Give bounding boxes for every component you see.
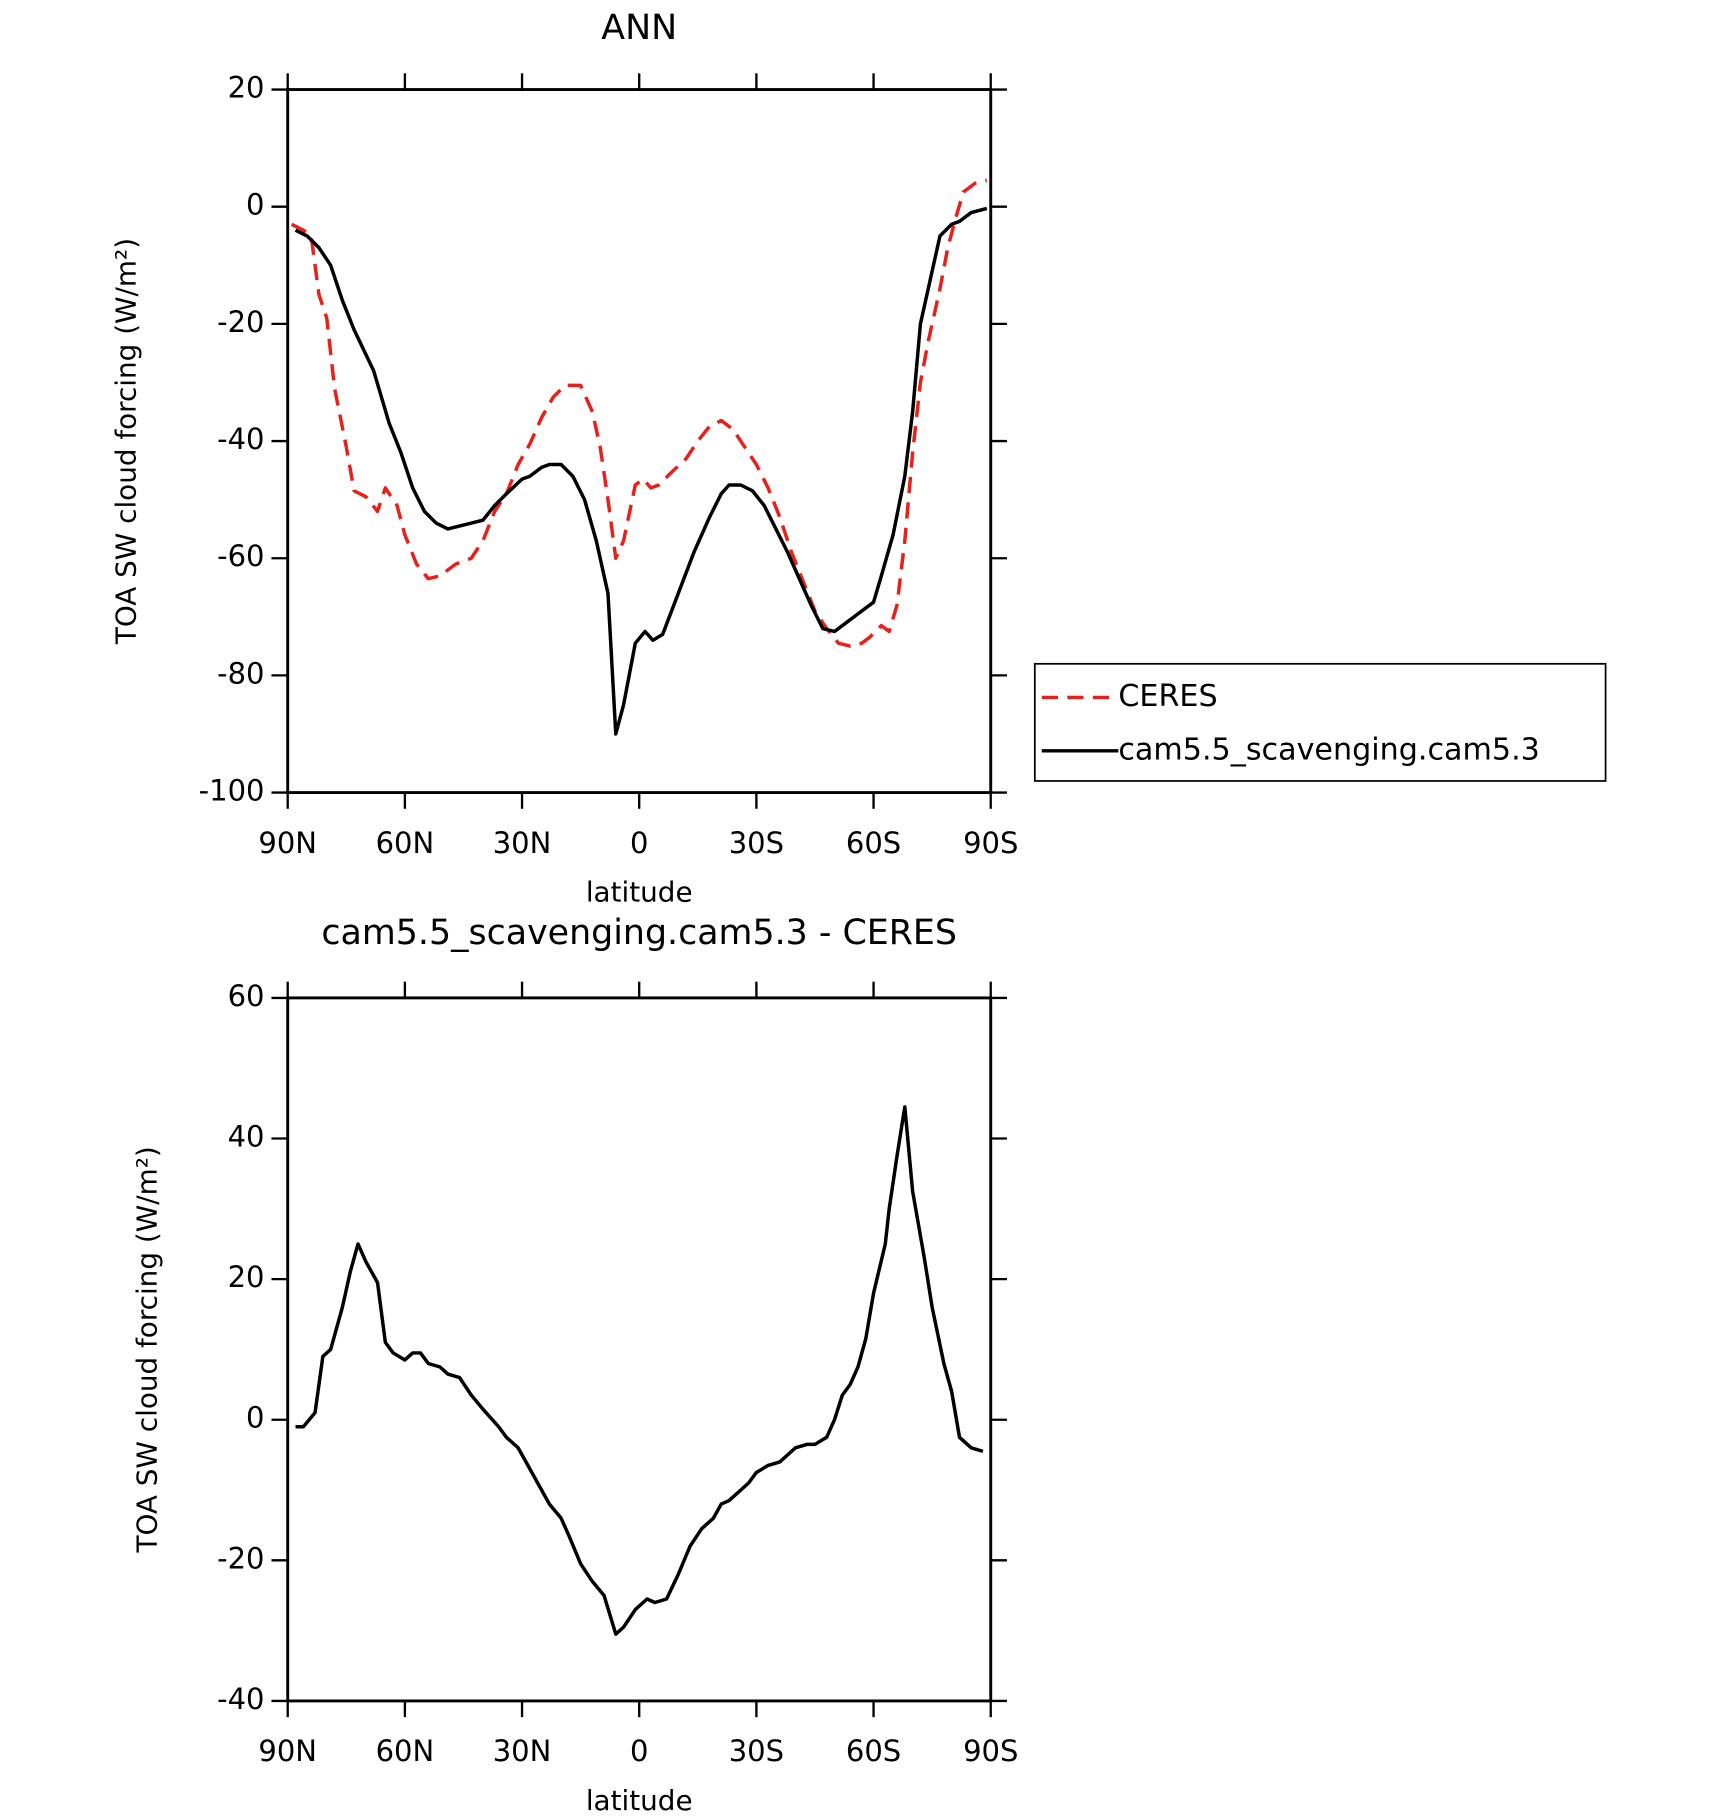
data-line	[295, 1105, 984, 1636]
y-axis-label: TOA SW cloud forcing (W/m²)	[130, 1146, 163, 1553]
plot-frame	[286, 88, 993, 795]
x-tick-label: 30S	[729, 1734, 784, 1768]
y-tick-label: -20	[217, 1541, 264, 1575]
y-tick-label: 40	[228, 1120, 265, 1154]
y-tick-label: 60	[228, 979, 265, 1013]
y-tick-label: 20	[228, 71, 265, 105]
y-axis-label: TOA SW cloud forcing (W/m²)	[110, 238, 143, 645]
legend-box	[1033, 662, 1607, 782]
x-tick-label: 0	[630, 826, 648, 860]
x-tick-label: 0	[630, 1734, 648, 1768]
x-tick-label: 60S	[846, 826, 901, 860]
legend-label: cam5.5_scavenging.cam5.3	[1118, 732, 1540, 767]
x-tick-label: 90N	[258, 826, 317, 860]
legend-label: CERES	[1118, 679, 1217, 714]
x-tick-label: 60N	[376, 1734, 435, 1768]
x-tick-label: 90N	[258, 1734, 317, 1768]
data-line	[290, 178, 988, 648]
chart-title: ANN	[601, 8, 677, 48]
y-tick-label: -40	[217, 1682, 264, 1716]
x-axis-label: latitude	[586, 875, 693, 908]
y-tick-label: -40	[217, 422, 264, 456]
data-line	[294, 206, 988, 736]
y-tick-label: -100	[199, 774, 265, 808]
y-tick-label: 20	[228, 1260, 265, 1294]
x-tick-label: 30S	[729, 826, 784, 860]
y-tick-label: -80	[217, 656, 264, 690]
plot-frame	[286, 996, 993, 1703]
y-tick-label: 0	[246, 188, 264, 222]
y-tick-label: 0	[246, 1401, 264, 1435]
y-tick-label: -60	[217, 539, 264, 573]
x-tick-label: 90S	[963, 826, 1018, 860]
y-tick-label: -20	[217, 305, 264, 339]
chart-title: cam5.5_scavenging.cam5.3 - CERES	[321, 913, 957, 953]
x-tick-label: 60S	[846, 1734, 901, 1768]
x-tick-label: 60N	[376, 826, 435, 860]
x-tick-label: 30N	[493, 1734, 552, 1768]
x-tick-label: 90S	[963, 1734, 1018, 1768]
x-axis-label: latitude	[586, 1784, 693, 1816]
x-tick-label: 30N	[493, 826, 552, 860]
